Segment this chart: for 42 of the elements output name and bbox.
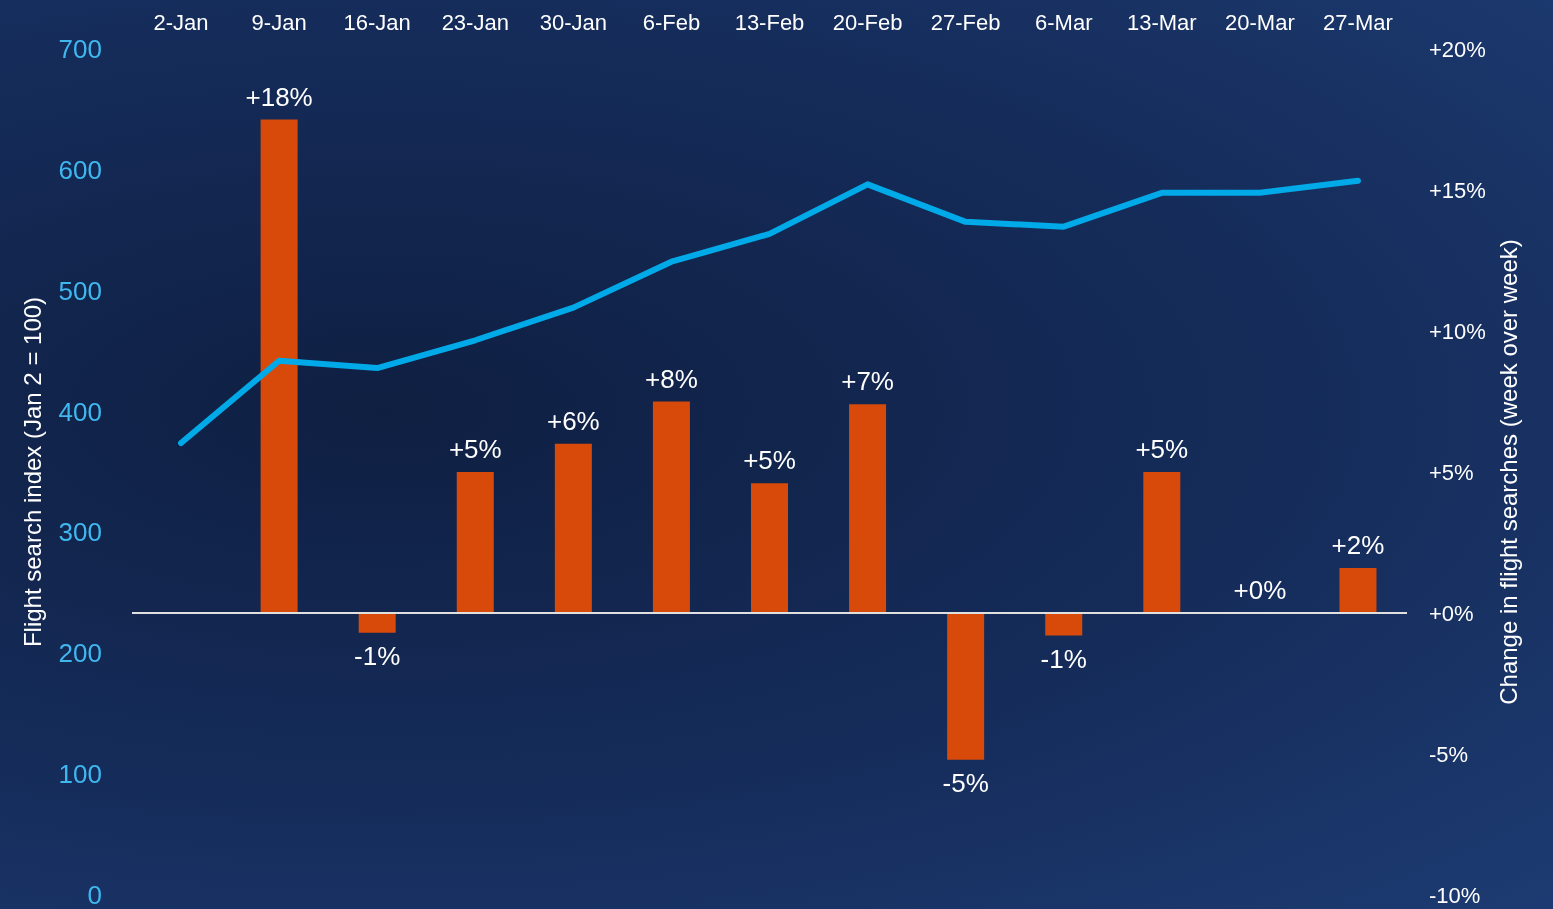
x-tick-label: 2-Jan <box>153 9 209 35</box>
data-label: +5% <box>743 445 796 476</box>
y2-tick-label: +5% <box>1429 459 1474 485</box>
x-tick-label: 23-Jan <box>441 9 509 35</box>
data-label: +2% <box>1331 529 1385 560</box>
y2-axis-title: Change in flight searches (week over week) <box>1495 239 1523 705</box>
y2-tick-label: +0% <box>1429 600 1474 626</box>
y-tick-label: 700 <box>58 34 102 64</box>
x-tick-label: 13-Mar <box>1126 9 1197 35</box>
x-tick-label: 27-Feb <box>930 9 1001 35</box>
y-tick-label: 400 <box>58 396 102 427</box>
data-label: -5% <box>942 767 989 798</box>
x-tick-label: 16-Jan <box>343 9 411 35</box>
y2-tick-label: +20% <box>1429 36 1486 62</box>
x-tick-label: 27-Mar <box>1323 9 1393 35</box>
data-label: +18% <box>245 81 313 112</box>
y2-tick-label: -10% <box>1429 882 1481 908</box>
y-tick-label: 500 <box>58 275 102 306</box>
x-tick-label: 9-Jan <box>251 9 307 35</box>
data-label: +5% <box>448 434 502 464</box>
data-label: +5% <box>1135 434 1189 464</box>
y-tick-label: 300 <box>58 517 102 548</box>
y2-tick-label: -5% <box>1429 741 1469 767</box>
y-tick-label: 0 <box>87 880 102 909</box>
x-tick-label: 20-Mar <box>1225 9 1295 35</box>
x-tick-label: 13-Feb <box>734 9 805 35</box>
y2-tick-label: +10% <box>1429 318 1486 344</box>
data-label: -1% <box>354 640 401 671</box>
y-tick-label: 200 <box>58 638 102 669</box>
y-tick-label: 600 <box>58 154 102 185</box>
data-label: -1% <box>1040 643 1087 674</box>
x-tick-label: 20-Feb <box>832 9 903 35</box>
data-label: +6% <box>546 405 600 436</box>
x-tick-label: 6-Mar <box>1035 9 1093 35</box>
data-label: +7% <box>841 366 894 397</box>
x-tick-label: 6-Feb <box>642 9 701 35</box>
x-tick-label: 30-Jan <box>539 9 607 35</box>
y-axis-title: Flight search index (Jan 2 = 100) <box>18 296 46 648</box>
y2-tick-label: +15% <box>1429 177 1486 203</box>
data-label: +0% <box>1233 575 1287 605</box>
y-tick-label: 100 <box>58 759 102 790</box>
data-label: +8% <box>645 363 698 394</box>
